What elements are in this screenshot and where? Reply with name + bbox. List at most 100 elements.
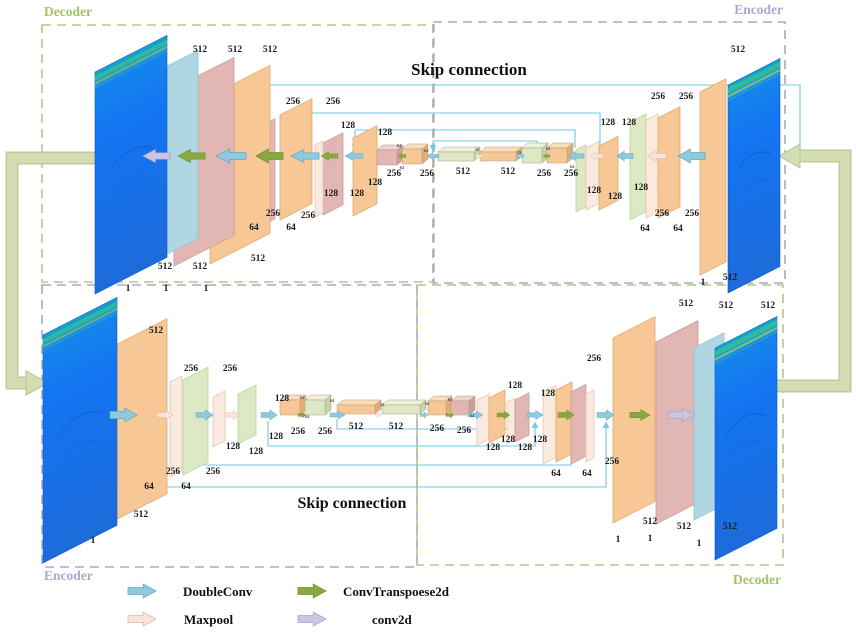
micro-size-label: 64 bbox=[330, 398, 335, 403]
micro-size-label: 64 bbox=[400, 165, 405, 170]
size-label: 128 bbox=[269, 432, 284, 442]
skip-connection-title-bottom: Skip connection bbox=[298, 495, 407, 512]
conv-box bbox=[336, 399, 382, 415]
conv-box bbox=[450, 395, 476, 416]
micro-size-label: 64 bbox=[448, 397, 453, 402]
feature-slab bbox=[629, 113, 647, 221]
size-label: 1 bbox=[164, 284, 169, 294]
bottom-encoder-region-box bbox=[41, 284, 418, 568]
size-label: 256 bbox=[318, 427, 333, 437]
size-label: 128 bbox=[350, 189, 365, 199]
micro-size-label: 64 bbox=[305, 414, 310, 419]
size-label: 512 bbox=[731, 45, 746, 55]
feature-slab bbox=[612, 315, 656, 524]
feature-slab bbox=[169, 375, 183, 478]
size-label: 512 bbox=[134, 510, 149, 520]
size-label: 256 bbox=[564, 169, 579, 179]
conv-box bbox=[381, 399, 427, 415]
size-label: 64 bbox=[640, 224, 650, 234]
size-label: 256 bbox=[326, 97, 341, 107]
size-label: 256 bbox=[457, 426, 472, 436]
gpr-image bbox=[727, 58, 781, 294]
bottom-labels: 512 256 256 128 1 512 64 256 64 256 128 … bbox=[91, 299, 776, 549]
pipe-arrowhead-left-icon bbox=[777, 143, 801, 169]
size-label: 512 bbox=[761, 301, 776, 311]
micro-size-label: 32 bbox=[380, 402, 385, 407]
feature-slab bbox=[657, 106, 681, 219]
bottom-bottleneck-boxes bbox=[279, 394, 476, 416]
micro-size-label: 64 bbox=[300, 395, 305, 400]
region-boxes: Decoder Encoder Encoder Decoder bbox=[41, 2, 786, 587]
legend-label-doubleconv: DoubleConv bbox=[183, 584, 253, 599]
size-label: 256 bbox=[537, 169, 552, 179]
conv-box bbox=[546, 142, 574, 164]
size-label: 256 bbox=[605, 457, 620, 467]
feature-slab bbox=[645, 113, 659, 219]
feature-slab bbox=[322, 132, 344, 216]
micro-size-label: 64 bbox=[424, 148, 429, 153]
size-label: 512 bbox=[263, 45, 278, 55]
size-label: 64 bbox=[181, 482, 191, 492]
size-label: 64 bbox=[673, 224, 683, 234]
size-label: 256 bbox=[420, 169, 435, 179]
size-label: 128 bbox=[368, 178, 383, 188]
feature-slab bbox=[655, 319, 699, 525]
micro-size-label: 32 bbox=[475, 147, 480, 152]
micro-size-label: 64 bbox=[546, 146, 551, 151]
size-label: 128 bbox=[601, 118, 616, 128]
bottom-left-region-label: Encoder bbox=[44, 568, 93, 583]
size-label: 512 bbox=[643, 517, 658, 527]
pipe-arrowhead-right-icon bbox=[25, 370, 50, 396]
bottom-decoder-slabs bbox=[476, 315, 778, 561]
size-label: 512 bbox=[723, 522, 738, 532]
size-label: 1 bbox=[204, 284, 209, 294]
size-label: 512 bbox=[228, 45, 243, 55]
size-label: 1 bbox=[616, 535, 621, 545]
size-label: 1 bbox=[701, 278, 706, 288]
size-label: 256 bbox=[430, 424, 445, 434]
size-label: 256 bbox=[184, 364, 199, 374]
size-label: 128 bbox=[324, 189, 339, 199]
size-label: 512 bbox=[251, 254, 266, 264]
size-label: 512 bbox=[719, 301, 734, 311]
size-label: 128 bbox=[501, 435, 516, 445]
top-decoder-region-box bbox=[41, 24, 435, 283]
size-label: 256 bbox=[387, 169, 402, 179]
conv-box bbox=[437, 146, 481, 162]
size-label: 128 bbox=[378, 128, 393, 138]
micro-size-label: 64 bbox=[397, 143, 402, 148]
size-label: 128 bbox=[518, 443, 533, 453]
size-label: 64 bbox=[286, 223, 296, 233]
size-label: 512 bbox=[149, 326, 164, 336]
size-label: 512 bbox=[456, 167, 471, 177]
top-bottleneck-boxes bbox=[376, 142, 574, 166]
pipe-line bbox=[7, 153, 96, 388]
size-label: 1 bbox=[648, 534, 653, 544]
micro-size-label: 64 bbox=[570, 164, 575, 169]
size-label: 512 bbox=[158, 262, 173, 272]
conv-box bbox=[521, 142, 549, 164]
pipe-line bbox=[770, 151, 850, 391]
cycle-pipe-left bbox=[5, 151, 96, 396]
legend-label-convtranspose: ConvTranspoese2d bbox=[343, 584, 450, 599]
micro-size-label: 64 bbox=[425, 401, 430, 406]
size-label: 512 bbox=[349, 422, 364, 432]
unet-top: Skip connection 512 512 512 256 256 128 … bbox=[94, 34, 801, 295]
skip-connection-line bbox=[267, 421, 539, 447]
bottom-decoder-region-box bbox=[416, 284, 784, 566]
feature-slab bbox=[585, 140, 600, 211]
feature-slab bbox=[570, 383, 587, 465]
size-label: 256 bbox=[286, 97, 301, 107]
gpr-image bbox=[94, 34, 168, 295]
size-label: 1 bbox=[91, 536, 96, 546]
size-label: 512 bbox=[389, 422, 404, 432]
legend-label-conv2d: conv2d bbox=[372, 612, 413, 627]
size-label: 128 bbox=[608, 192, 623, 202]
top-encoder-slabs bbox=[575, 58, 781, 294]
feature-slab bbox=[237, 384, 257, 445]
gpr-image bbox=[714, 315, 778, 561]
size-label: 256 bbox=[587, 354, 602, 364]
size-label: 256 bbox=[301, 211, 316, 221]
